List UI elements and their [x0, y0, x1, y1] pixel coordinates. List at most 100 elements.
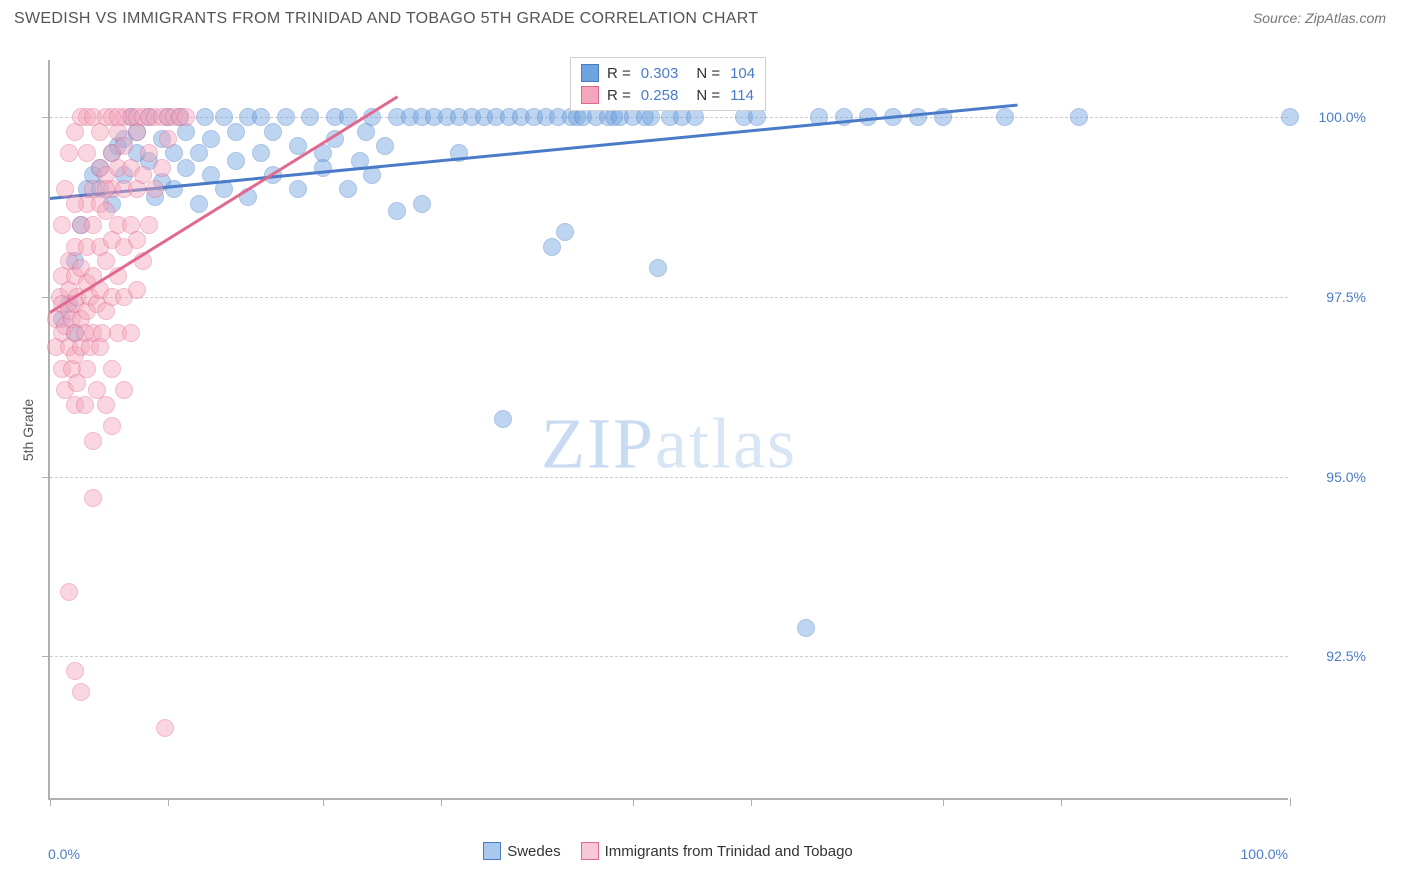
r-label: R =: [607, 87, 631, 104]
legend-row-swedes: R = 0.303 N = 104: [581, 62, 755, 84]
swatch-icon: [581, 842, 599, 860]
x-tick: [441, 798, 442, 806]
data-point: [53, 216, 71, 234]
r-value: 0.258: [641, 87, 679, 104]
swatch-icon: [581, 64, 599, 82]
n-label: N =: [696, 65, 720, 82]
data-point: [97, 396, 115, 414]
data-point: [556, 223, 574, 241]
data-point: [97, 180, 115, 198]
data-point: [190, 195, 208, 213]
data-point: [686, 108, 704, 126]
data-point: [76, 396, 94, 414]
legend-label: Swedes: [507, 843, 560, 860]
data-point: [289, 180, 307, 198]
chart-title: SWEDISH VS IMMIGRANTS FROM TRINIDAD AND …: [14, 10, 758, 28]
data-point: [494, 410, 512, 428]
scatter-chart: ZIPatlas R = 0.303 N = 104 R = 0.258 N =…: [48, 60, 1288, 800]
data-point: [264, 123, 282, 141]
source-attribution: Source: ZipAtlas.com: [1253, 10, 1386, 26]
data-point: [339, 180, 357, 198]
x-tick: [1290, 798, 1291, 806]
watermark: ZIPatlas: [541, 402, 797, 485]
data-point: [797, 619, 815, 637]
data-point: [153, 159, 171, 177]
n-label: N =: [696, 87, 720, 104]
data-point: [227, 152, 245, 170]
grid-line: [50, 477, 1288, 478]
data-point: [227, 123, 245, 141]
x-tick: [168, 798, 169, 806]
y-tick: [42, 117, 50, 118]
data-point: [1070, 108, 1088, 126]
data-point: [388, 202, 406, 220]
data-point: [177, 159, 195, 177]
data-point: [128, 281, 146, 299]
x-tick: [633, 798, 634, 806]
n-value: 104: [730, 65, 755, 82]
data-point: [78, 144, 96, 162]
data-point: [146, 180, 164, 198]
data-point: [159, 130, 177, 148]
series-legend: Swedes Immigrants from Trinidad and Tobag…: [48, 842, 1288, 864]
data-point: [128, 231, 146, 249]
data-point: [177, 108, 195, 126]
x-tick: [1061, 798, 1062, 806]
x-tick: [751, 798, 752, 806]
data-point: [190, 144, 208, 162]
y-tick: [42, 656, 50, 657]
data-point: [140, 216, 158, 234]
data-point: [84, 432, 102, 450]
y-axis-label: 5th Grade: [20, 399, 36, 461]
n-value: 114: [730, 87, 754, 104]
r-label: R =: [607, 65, 631, 82]
y-tick: [42, 477, 50, 478]
data-point: [78, 360, 96, 378]
data-point: [109, 108, 127, 126]
data-point: [413, 195, 431, 213]
data-point: [748, 108, 766, 126]
legend-row-trinidad: R = 0.258 N = 114: [581, 84, 755, 106]
x-tick: [943, 798, 944, 806]
data-point: [115, 137, 133, 155]
data-point: [909, 108, 927, 126]
y-tick: [42, 297, 50, 298]
data-point: [72, 683, 90, 701]
swatch-icon: [483, 842, 501, 860]
legend-item: Swedes: [483, 842, 560, 860]
grid-line: [50, 297, 1288, 298]
data-point: [122, 324, 140, 342]
y-tick-label: 97.5%: [1326, 289, 1366, 305]
data-point: [996, 108, 1014, 126]
data-point: [103, 417, 121, 435]
data-point: [301, 108, 319, 126]
data-point: [84, 216, 102, 234]
data-point: [543, 238, 561, 256]
data-point: [60, 583, 78, 601]
data-point: [66, 195, 84, 213]
data-point: [66, 662, 84, 680]
data-point: [103, 360, 121, 378]
correlation-legend: R = 0.303 N = 104 R = 0.258 N = 114: [570, 57, 766, 111]
data-point: [60, 144, 78, 162]
data-point: [165, 180, 183, 198]
data-point: [202, 130, 220, 148]
data-point: [649, 259, 667, 277]
y-tick-label: 95.0%: [1326, 469, 1366, 485]
data-point: [196, 108, 214, 126]
data-point: [115, 381, 133, 399]
x-tick: [50, 798, 51, 806]
y-tick-label: 100.0%: [1319, 109, 1366, 125]
swatch-icon: [581, 86, 599, 104]
y-tick-label: 92.5%: [1326, 648, 1366, 664]
data-point: [277, 108, 295, 126]
legend-item: Immigrants from Trinidad and Tobago: [581, 842, 853, 860]
data-point: [252, 144, 270, 162]
r-value: 0.303: [641, 65, 679, 82]
data-point: [156, 719, 174, 737]
legend-label: Immigrants from Trinidad and Tobago: [605, 843, 853, 860]
data-point: [376, 137, 394, 155]
data-point: [1281, 108, 1299, 126]
grid-line: [50, 656, 1288, 657]
data-point: [642, 108, 660, 126]
